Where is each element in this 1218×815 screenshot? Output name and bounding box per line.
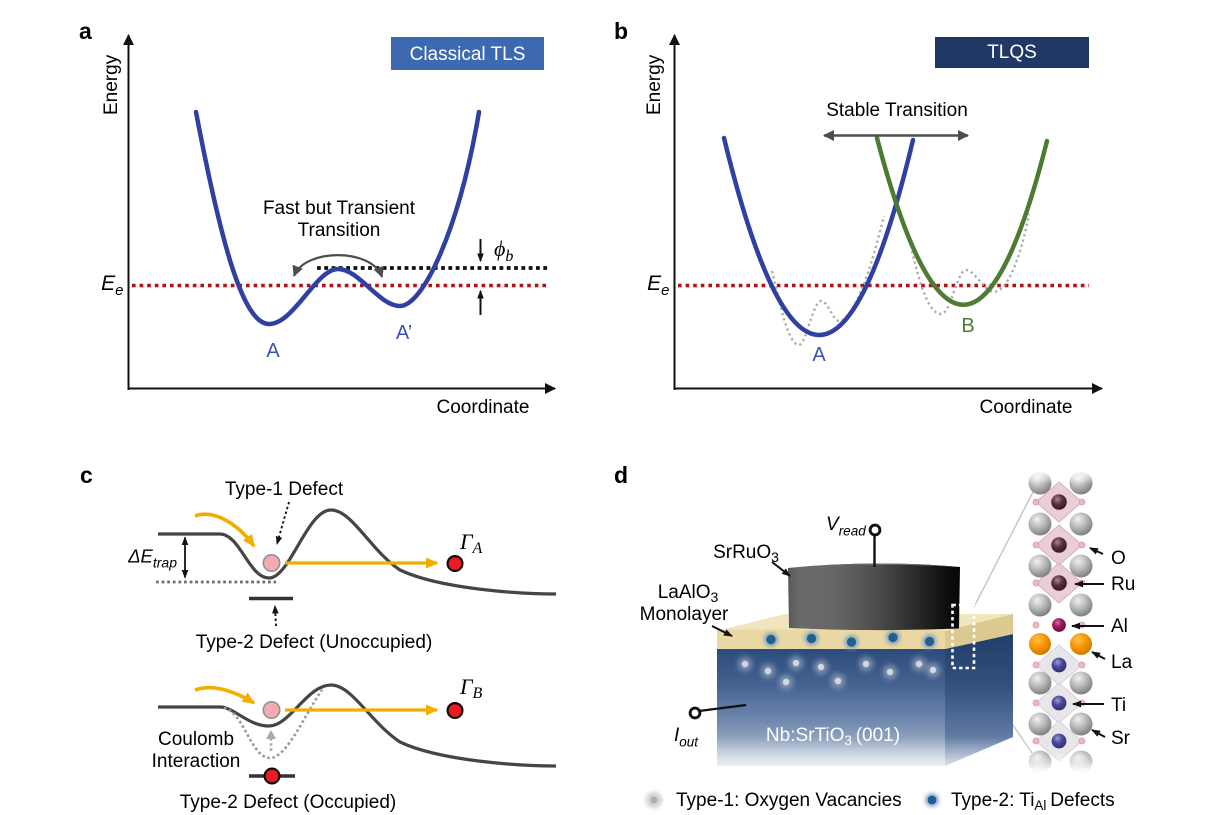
svg-text:O: O — [1111, 548, 1126, 569]
svg-text:Coulomb: Coulomb — [158, 729, 234, 750]
svg-text:Fast but Transient: Fast but Transient — [263, 198, 416, 219]
svg-text:Transition: Transition — [298, 220, 381, 241]
svg-text:A’: A’ — [396, 322, 412, 344]
svg-text:Type-1 Defect: Type-1 Defect — [225, 479, 344, 500]
svg-text:Energy: Energy — [644, 54, 665, 115]
svg-text:d: d — [614, 462, 628, 488]
svg-text:Stable Transition: Stable Transition — [826, 100, 968, 121]
svg-text:c: c — [80, 462, 93, 488]
svg-text:LaAlO3: LaAlO3 — [658, 582, 719, 605]
svg-text:b: b — [614, 18, 628, 44]
svg-text:Ti: Ti — [1111, 695, 1126, 716]
svg-text:Al: Al — [1111, 616, 1128, 637]
svg-text:B: B — [961, 315, 974, 337]
svg-text:Coordinate: Coordinate — [437, 397, 530, 418]
svg-text:TLQS: TLQS — [987, 42, 1037, 63]
svg-text:Energy: Energy — [101, 54, 122, 115]
svg-text:A: A — [266, 340, 280, 362]
svg-text:Coordinate: Coordinate — [980, 397, 1073, 418]
svg-text:Monolayer: Monolayer — [640, 604, 729, 625]
svg-text:Type-2 Defect (Unoccupied): Type-2 Defect (Unoccupied) — [196, 632, 433, 653]
svg-text:A: A — [812, 344, 826, 366]
svg-text:Sr: Sr — [1111, 728, 1131, 749]
svg-text:Interaction: Interaction — [152, 751, 241, 772]
svg-text:Type-2 Defect (Occupied): Type-2 Defect (Occupied) — [180, 792, 396, 813]
svg-text:La: La — [1111, 652, 1133, 673]
svg-text:Ru: Ru — [1111, 574, 1135, 595]
svg-text:Classical TLS: Classical TLS — [410, 44, 526, 65]
svg-text:SrRuO3: SrRuO3 — [713, 542, 779, 565]
svg-text:Type-2: TiAl Defects: Type-2: TiAl Defects — [951, 790, 1115, 813]
svg-text:Vread: Vread — [826, 514, 866, 539]
svg-text:Type-1: Oxygen Vacancies: Type-1: Oxygen Vacancies — [676, 790, 902, 811]
svg-text:a: a — [79, 18, 92, 44]
svg-text:Nb:SrTiO3 (001): Nb:SrTiO3 (001) — [766, 725, 900, 748]
